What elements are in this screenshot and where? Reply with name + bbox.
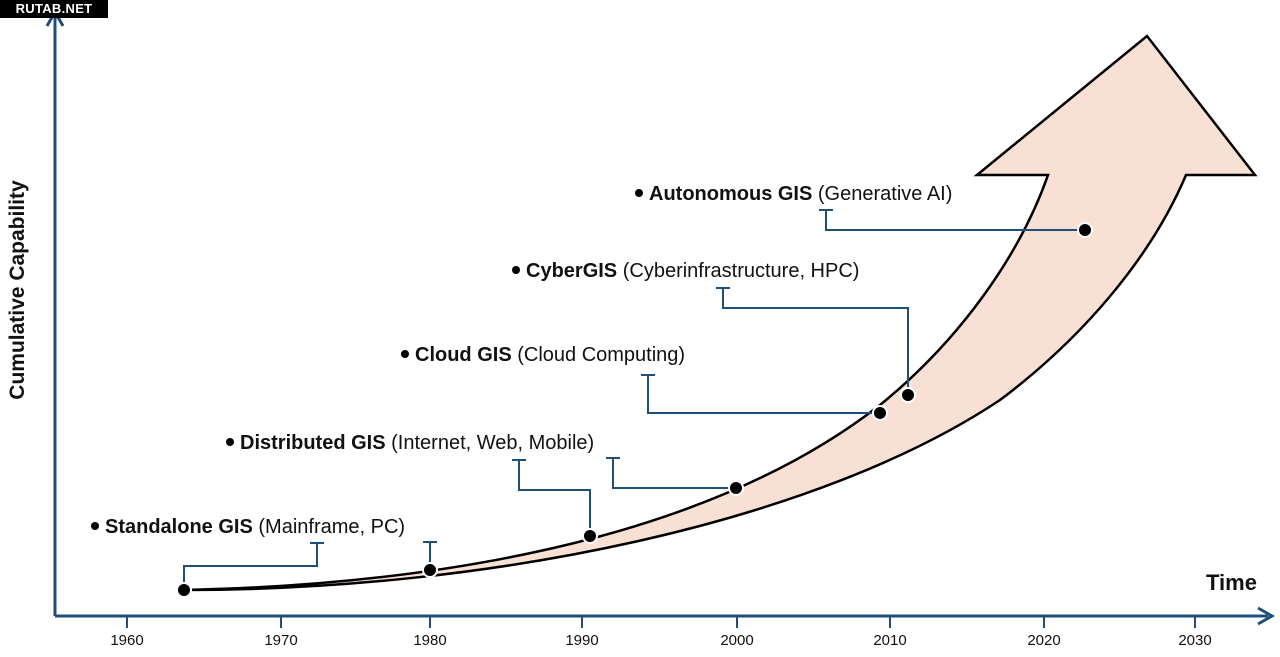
stage-distributed: Distributed GIS (Internet, Web, Mobile) [226,431,594,455]
x-axis-label: Time [1206,570,1257,595]
milestone-dots [176,222,1093,598]
milestone-dot [176,582,192,598]
stage-detail: (Cloud Computing) [517,344,686,366]
stage-detail: (Generative AI) [817,183,953,205]
milestone-dot [900,387,916,403]
bullet-icon [635,188,643,197]
x-tick-label: 1990 [565,632,599,649]
x-axis-arrowhead [1257,606,1276,626]
stage-detail: (Mainframe, PC) [258,516,406,538]
leader-cybergis [722,288,909,395]
stage-detail: (Internet, Web, Mobile) [391,432,595,454]
stage-name: Cloud GIS [415,344,512,366]
stage-detail: (Cyberinfrastructure, HPC) [622,260,860,282]
milestone-dot [422,562,438,578]
leader-cloud [647,375,880,414]
leader-lines [183,209,1085,590]
milestone-dot [728,480,744,496]
stage-standalone: Standalone GIS (Mainframe, PC) [91,515,405,539]
stage-name: Autonomous GIS [649,183,813,205]
x-tick-label: 1960 [110,632,144,649]
axes [45,8,1276,628]
leader-autonomous [825,210,1085,231]
bullet-icon [91,521,99,530]
x-tick-label: 1970 [264,632,298,649]
stage-cloud: Cloud GIS (Cloud Computing) [401,343,685,367]
x-tick-label: 2020 [1027,632,1061,649]
leader-distributed-1990 [518,460,591,536]
bullet-icon [512,265,520,274]
x-tick-label: 2030 [1178,632,1212,649]
milestone-dot [1077,222,1093,238]
growth-arrow [182,34,1258,592]
bullet-icon [226,437,234,446]
leader-distributed-2000 [612,458,736,489]
x-tick-label: 2010 [873,632,907,649]
bullet-icon [401,349,409,358]
watermark-badge: RUTAB.NET [0,0,108,18]
x-tick-label: 1980 [413,632,447,649]
y-axis-label: Cumulative Capability [6,180,29,400]
stage-cybergis: CyberGIS (Cyberinfrastructure, HPC) [512,259,859,283]
milestone-dot [582,528,598,544]
leader-standalone [183,543,318,590]
x-tick-label: 2000 [720,632,754,649]
milestone-dot [872,405,888,421]
stage-name: Standalone GIS [105,516,253,538]
stage-autonomous: Autonomous GIS (Generative AI) [635,182,952,206]
stage-name: CyberGIS [526,260,618,282]
stage-name: Distributed GIS [240,432,386,454]
